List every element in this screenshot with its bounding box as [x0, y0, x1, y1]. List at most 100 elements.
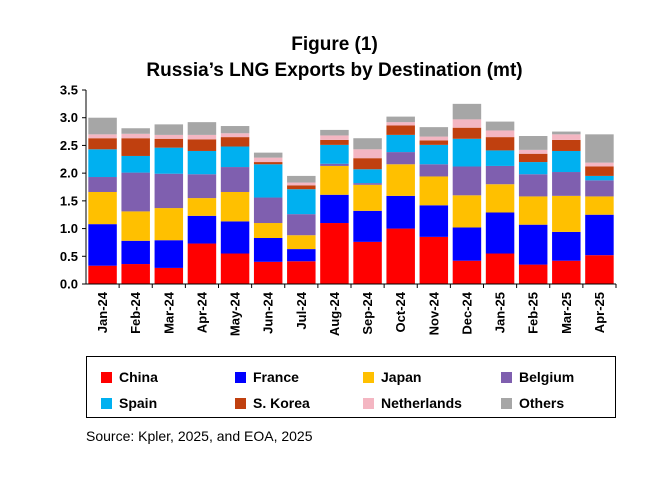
bar-belgium-13: [518, 174, 548, 197]
bar-others-11: [452, 103, 482, 120]
bar-china-13: [518, 264, 548, 284]
legend-swatch-spain: [101, 397, 112, 409]
bar-spain-9: [386, 134, 415, 153]
bar-china-4: [220, 253, 250, 284]
bar-spain-2: [154, 147, 184, 174]
legend-swatch-netherlands: [363, 397, 374, 409]
bar-netherlands-10: [419, 136, 449, 141]
bar-japan-12: [485, 184, 515, 213]
y-tick-label-4: 2.0: [60, 166, 78, 181]
bar-spain-1: [121, 155, 150, 173]
bar-spain-0: [88, 149, 117, 178]
x-tick-label-10: Nov-24: [426, 291, 441, 335]
bar-france-4: [220, 221, 250, 254]
bar-spain-11: [452, 138, 482, 167]
x-tick-label-5: Jun-24: [261, 291, 276, 334]
bar-others-2: [154, 124, 184, 135]
bar-netherlands-0: [88, 134, 117, 139]
bar-others-5: [253, 152, 283, 158]
bar-belgium-0: [88, 177, 117, 192]
x-tick-label-13: Feb-25: [526, 292, 541, 334]
bar-spain-6: [287, 189, 316, 215]
bar-netherlands-15: [585, 162, 614, 167]
bar-s-korea-11: [452, 127, 482, 139]
chart-subtitle: Russia’s LNG Exports by Destination (mt): [146, 60, 523, 81]
x-tick-label-11: Dec-24: [459, 291, 474, 334]
bar-s-korea-9: [386, 125, 415, 135]
bar-belgium-15: [585, 180, 614, 197]
bar-others-13: [518, 136, 548, 150]
bar-others-3: [187, 122, 217, 135]
bar-china-8: [353, 241, 382, 284]
bar-japan-13: [518, 196, 548, 225]
bar-japan-6: [287, 235, 316, 250]
bar-japan-10: [419, 176, 449, 206]
bar-spain-7: [320, 144, 349, 164]
legend-item-japan: Japan: [363, 369, 421, 385]
bar-france-5: [253, 237, 283, 262]
bar-spain-13: [518, 162, 548, 175]
legend-swatch-others: [501, 397, 512, 409]
bar-japan-2: [154, 208, 184, 241]
bar-others-14: [552, 131, 581, 135]
bar-spain-12: [485, 150, 515, 166]
bar-others-12: [485, 121, 515, 131]
bar-france-1: [121, 240, 150, 265]
bar-japan-3: [187, 198, 217, 216]
bar-france-3: [187, 215, 217, 244]
legend-label-others: Others: [519, 395, 565, 411]
bar-netherlands-6: [287, 182, 316, 186]
bar-china-10: [419, 236, 449, 284]
bar-china-7: [320, 223, 349, 284]
bar-others-8: [353, 138, 382, 150]
x-tick-label-14: Mar-25: [559, 292, 574, 334]
bar-belgium-4: [220, 167, 250, 192]
bar-netherlands-7: [320, 135, 349, 140]
legend-item-belgium: Belgium: [501, 369, 574, 385]
bar-belgium-6: [287, 214, 316, 236]
y-tick-label-3: 1.5: [60, 193, 78, 208]
legend-swatch-france: [235, 371, 246, 383]
bar-france-7: [320, 194, 349, 224]
y-tick-label-7: 3.5: [60, 83, 78, 98]
bar-japan-4: [220, 191, 250, 222]
bar-others-15: [585, 134, 614, 163]
x-tick-label-12: Jan-25: [493, 292, 508, 333]
bar-others-0: [88, 117, 117, 135]
bar-netherlands-3: [187, 134, 217, 140]
bar-s-korea-8: [353, 158, 382, 170]
bar-s-korea-13: [518, 153, 548, 163]
bar-s-korea-3: [187, 139, 217, 151]
x-tick-label-4: May-24: [228, 291, 243, 336]
bar-belgium-12: [485, 165, 515, 185]
bar-netherlands-5: [253, 157, 283, 163]
bar-belgium-8: [353, 183, 382, 185]
legend-swatch-japan: [363, 371, 374, 383]
bar-others-6: [287, 175, 316, 183]
y-tick-label-5: 2.5: [60, 138, 78, 153]
bar-belgium-11: [452, 166, 482, 196]
bar-china-6: [287, 261, 316, 284]
bar-s-korea-7: [320, 139, 349, 145]
legend-label-netherlands: Netherlands: [381, 395, 462, 411]
bar-netherlands-1: [121, 133, 150, 139]
x-tick-label-8: Sep-24: [360, 291, 375, 334]
bar-s-korea-12: [485, 137, 515, 151]
legend-label-japan: Japan: [381, 369, 422, 385]
legend-label-france: France: [253, 369, 299, 385]
bar-s-korea-14: [552, 139, 581, 151]
legend-item-others: Others: [501, 395, 564, 411]
y-tick-label-2: 1.0: [60, 221, 78, 236]
bar-france-0: [88, 224, 117, 266]
bar-belgium-7: [320, 163, 349, 166]
legend: China France Japan Belgium Spain S. Korea Neth…: [86, 356, 616, 418]
y-tick-label-6: 3.0: [60, 110, 78, 125]
bar-s-korea-2: [154, 138, 184, 148]
stacked-bar-chart: 0.0 0.5 1.0 1.5 2.0 2.5 3.0 3.5 Jan-24 Feb-24 Mar-…: [60, 83, 617, 336]
bar-japan-0: [88, 191, 117, 225]
x-tick-label-3: Apr-24: [194, 291, 209, 333]
bar-france-6: [287, 249, 316, 262]
bar-france-8: [353, 210, 382, 242]
bar-netherlands-8: [353, 149, 382, 159]
bar-belgium-3: [187, 174, 217, 199]
